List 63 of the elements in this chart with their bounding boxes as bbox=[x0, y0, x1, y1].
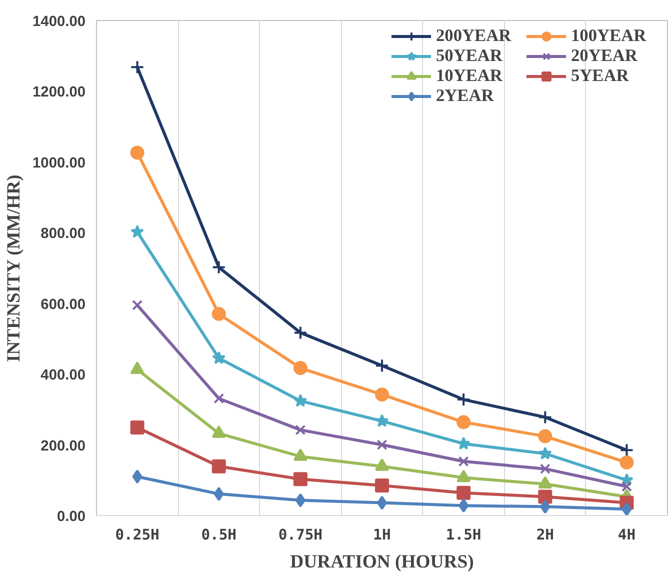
point bbox=[375, 414, 389, 427]
point bbox=[540, 500, 550, 514]
point bbox=[293, 361, 308, 376]
point bbox=[212, 260, 226, 274]
legend-label: 10YEAR bbox=[436, 66, 504, 86]
point bbox=[458, 498, 469, 513]
x-tick-label: 1H bbox=[373, 526, 391, 544]
legend-label: 5YEAR bbox=[571, 66, 630, 86]
point bbox=[456, 415, 471, 430]
point bbox=[375, 388, 389, 402]
point bbox=[456, 486, 471, 500]
point bbox=[295, 424, 306, 436]
x-tick-label: 0.5H bbox=[201, 526, 237, 544]
x-tick-label: 1.5H bbox=[446, 526, 482, 544]
point bbox=[132, 470, 142, 484]
point bbox=[132, 300, 143, 310]
point bbox=[622, 502, 632, 516]
point bbox=[293, 472, 308, 486]
point bbox=[212, 459, 226, 474]
legend-label: 2YEAR bbox=[436, 86, 495, 106]
point bbox=[620, 443, 634, 458]
point bbox=[620, 455, 634, 470]
point bbox=[212, 306, 226, 321]
point bbox=[540, 464, 550, 474]
point bbox=[214, 486, 224, 501]
point bbox=[130, 60, 144, 74]
point bbox=[458, 456, 469, 467]
legend-label: 200YEAR bbox=[436, 26, 512, 46]
y-tick-label: 200.00 bbox=[40, 438, 86, 454]
y-tick-label: 800.00 bbox=[40, 226, 86, 242]
y-tick-label: 1400.00 bbox=[32, 14, 86, 30]
legend-label: 50YEAR bbox=[436, 46, 504, 66]
y-axis-title: INTENSITY (MM/HR) bbox=[4, 174, 25, 362]
point bbox=[130, 420, 144, 434]
y-tick-label: 400.00 bbox=[40, 368, 86, 384]
point bbox=[375, 358, 389, 373]
point bbox=[295, 493, 306, 508]
point bbox=[376, 440, 388, 450]
point bbox=[130, 146, 144, 160]
point bbox=[375, 478, 389, 492]
point bbox=[214, 393, 224, 404]
x-tick-label: 4H bbox=[618, 526, 636, 544]
point bbox=[538, 410, 552, 424]
point bbox=[538, 446, 552, 460]
legend-label: 20YEAR bbox=[571, 46, 638, 66]
point bbox=[538, 490, 552, 504]
point bbox=[456, 392, 471, 407]
legend-label: 100YEAR bbox=[571, 26, 648, 46]
point bbox=[293, 326, 308, 340]
y-tick-label: 600.00 bbox=[40, 296, 86, 313]
point bbox=[294, 394, 308, 407]
y-tick-label: 1200.00 bbox=[32, 84, 86, 101]
x-tick-label: 2H bbox=[536, 526, 554, 544]
x-tick-label: 0.25H bbox=[115, 526, 160, 544]
point bbox=[538, 429, 552, 444]
x-tick-label: 0.75H bbox=[278, 526, 322, 544]
y-tick-label: 1000.00 bbox=[32, 155, 86, 172]
point bbox=[621, 481, 632, 492]
y-tick-label: 0.00 bbox=[56, 509, 86, 525]
x-axis-title: DURATION (HOURS) bbox=[290, 552, 474, 572]
point bbox=[456, 436, 470, 450]
point bbox=[130, 224, 144, 238]
point bbox=[212, 351, 226, 364]
